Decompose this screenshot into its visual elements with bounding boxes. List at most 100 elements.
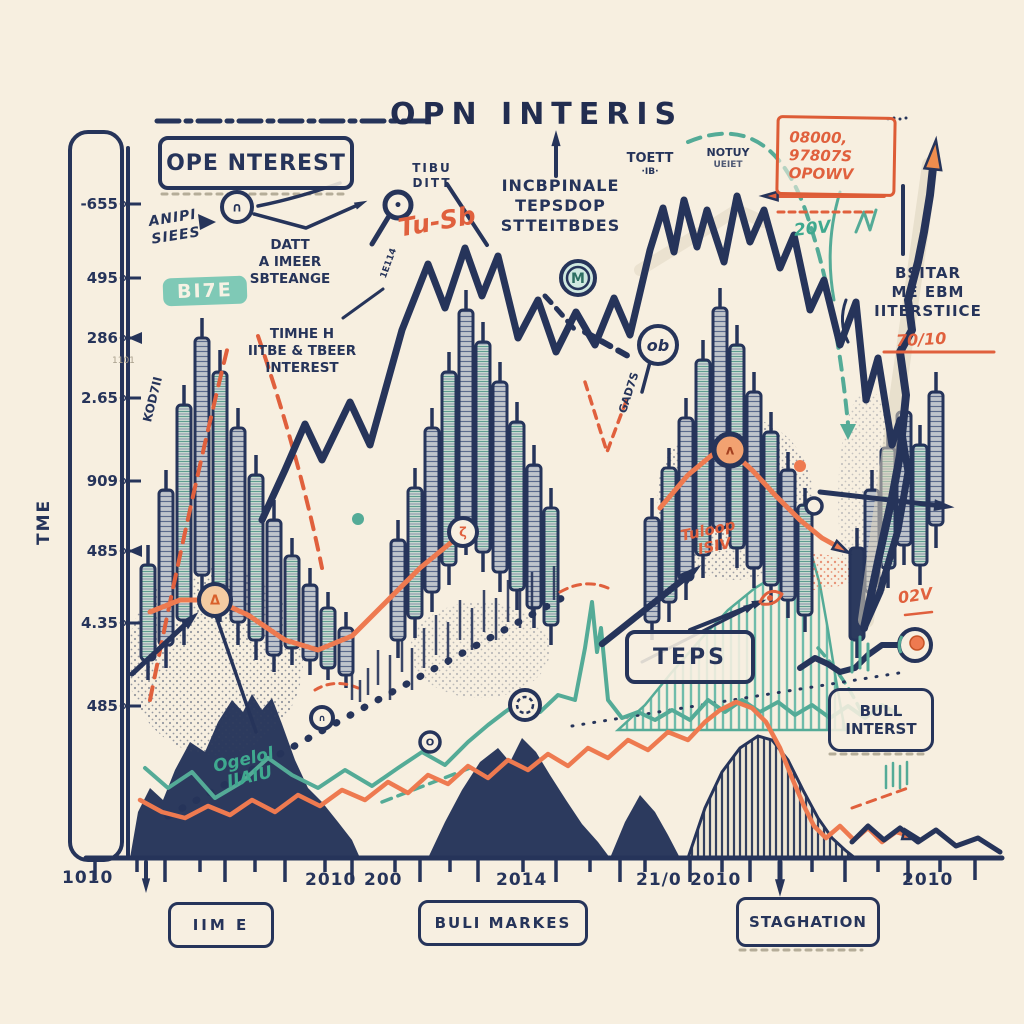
dot-mark: [352, 513, 364, 525]
note-line: INTEREST: [265, 359, 339, 376]
marker-glyph: ∩: [318, 714, 325, 724]
teps-label: TEPS: [652, 644, 727, 670]
toett-label: TOETT ·IB·: [618, 151, 682, 179]
note-line: UEIET: [713, 159, 743, 170]
y-axis-title: TME: [34, 498, 54, 545]
note-line: INTERST: [845, 720, 917, 738]
teal-note: 20V: [792, 217, 832, 241]
note-line: A IMEER: [258, 253, 322, 270]
bsitar-note: BSITAR ME EBM IITERSTIICE: [856, 264, 1000, 320]
candle-body: [247, 473, 265, 642]
orange-note-box[interactable]: 08000, 97807S OPOWV: [775, 114, 897, 198]
arrow-head: [758, 190, 779, 202]
marker-glyph: ∩: [232, 201, 243, 216]
candle-body: [474, 340, 492, 554]
candle-body: [283, 554, 301, 650]
note-line: OPOWV: [788, 164, 854, 184]
navy-dash-seg2: [542, 293, 578, 333]
y-axis-tick-arrow: [128, 332, 142, 344]
y-tick-label: 2.65: [80, 389, 118, 407]
orange-o2v-underline: [903, 610, 934, 617]
note-line: SBTEANGE: [249, 270, 331, 287]
marker-stem-ob: [640, 360, 652, 394]
x-tick-label: 21/0: [636, 870, 682, 890]
arrow-head: [830, 538, 853, 556]
marker-glyph: Δ: [210, 594, 220, 609]
arrow-head: [353, 200, 368, 210]
teal-wiggly-line: [143, 600, 902, 800]
open-interest-box[interactable]: OPE NTEREST: [158, 136, 354, 190]
navy-paren: [841, 298, 850, 344]
note-line: 97807S: [788, 146, 853, 166]
orange-dash-arc2: [313, 682, 360, 692]
tibu-label: TIBU DITT: [404, 161, 460, 191]
teps-pointer: [688, 601, 760, 632]
circle-marker: [804, 496, 824, 516]
stagnation-box[interactable]: STAGHATION: [736, 897, 880, 947]
y-axis-tick-dot: [119, 477, 127, 485]
page-title: OPN INTERIS: [390, 97, 684, 132]
circle-marker: [447, 516, 479, 548]
note-line: STTEITBDES: [500, 216, 621, 235]
dot-mark: [904, 116, 908, 120]
note-line: TOETT: [626, 151, 674, 166]
coin-marker-inner: [515, 695, 535, 715]
note-line: TEPSDOP: [515, 196, 606, 215]
note-line: ME EBM: [891, 282, 965, 301]
note-line: TIBU: [412, 161, 452, 175]
y-axis-tick-dot: [119, 200, 127, 208]
candle-body: [406, 486, 424, 620]
stagnation-label: STAGHATION: [749, 913, 867, 931]
candle-body: [491, 380, 509, 574]
note-line: NOTUY: [706, 146, 750, 159]
candle-body: [525, 463, 543, 610]
teal-arc: [828, 190, 842, 302]
candle-body: [762, 430, 780, 587]
magnifier-handle: [369, 213, 392, 247]
y-tick-label: 485: [86, 542, 118, 560]
marker-glyph: •: [394, 198, 403, 214]
x-tick-label: 200: [364, 870, 403, 890]
y-axis-tick-arrow: [128, 545, 142, 557]
timhe-note: TIMHE H IITBE & TBEER INTEREST: [238, 326, 366, 377]
thin-line-1: [341, 287, 385, 320]
note-line: 08000,: [789, 128, 848, 148]
note-line: INCBPINALE: [501, 176, 620, 195]
bull-markets-box[interactable]: BULI MARKES: [418, 900, 588, 946]
circle-marker: [637, 324, 679, 366]
note-line: DITT: [412, 176, 452, 190]
thin-line-2: [445, 182, 489, 247]
marker-glyph: O: [426, 738, 435, 749]
arrow-head: [751, 599, 767, 609]
circle-marker: [220, 190, 254, 224]
arrow-head: [774, 879, 786, 897]
candle-body: [643, 516, 661, 624]
marker-glyph: ζ: [459, 526, 467, 541]
candle-body: [265, 518, 283, 657]
circle-marker: [508, 688, 542, 722]
note-line: BSITAR: [894, 264, 962, 282]
stipple-texture: [410, 602, 550, 698]
dot-mark: [767, 595, 773, 601]
far-right-wiggle: [849, 823, 1003, 855]
y-axis-tick-dot: [119, 702, 127, 710]
dot-mark: [794, 460, 806, 472]
y-tick-label: 4.35: [80, 614, 118, 632]
candle-body: [319, 606, 337, 670]
bull-interest-box[interactable]: BULL INTERST: [828, 688, 934, 752]
teps-box[interactable]: TEPS: [625, 630, 755, 684]
axis-frame: [68, 130, 124, 862]
time-range-box[interactable]: IIM E: [168, 902, 274, 948]
marker-drop-line: [214, 614, 258, 734]
y-tick-label: 286: [86, 329, 118, 347]
marker-glyph: ʌ: [726, 444, 735, 459]
marker-teal-accent: [897, 635, 904, 654]
circle-marker: [197, 582, 233, 618]
small-pointer-triangle: [198, 214, 216, 230]
cluster-cross-arrow: [817, 489, 945, 509]
y-axis-tick-dot: [119, 394, 127, 402]
y-tick-label: -655: [80, 195, 118, 213]
candle-body: [423, 426, 441, 594]
arrow-head: [933, 499, 955, 511]
note-line: IITERSTIICE: [874, 301, 982, 320]
